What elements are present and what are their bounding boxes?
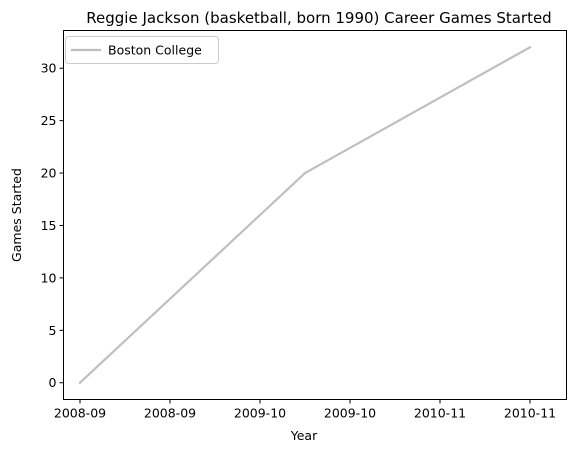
plot-frame [63,30,567,400]
y-tick-label: 25 [41,113,57,128]
x-tick-label: 2008-09 [144,406,196,421]
x-tick-label: 2009-10 [324,406,376,421]
legend-frame [65,36,219,64]
x-tick-label: 2010-11 [414,406,466,421]
x-tick-label: 2010-11 [504,406,556,421]
legend-label: Boston College [108,43,202,58]
series-line [78,45,532,385]
legend: Boston College [65,36,219,64]
chart-title: Reggie Jackson (basketball, born 1990) C… [86,9,551,27]
x-axis: 2008-09 2008-09 2009-10 2009-10 2010-11 2010-… [54,399,556,421]
y-tick-label: 20 [41,166,57,181]
y-tick-label: 15 [41,218,57,233]
y-tick-label: 30 [41,61,57,76]
y-tick-label: 5 [49,323,57,338]
x-axis-label: Year [290,428,318,443]
y-axis-label: Games Started [9,168,24,262]
x-tick-label: 2009-10 [234,406,286,421]
series-layer [78,45,532,385]
plot-area [63,30,567,400]
y-axis: 0 5 10 15 20 25 30 [41,61,64,390]
x-tick-label: 2008-09 [54,406,106,421]
y-tick-label: 0 [49,375,57,390]
y-tick-label: 10 [41,270,57,285]
